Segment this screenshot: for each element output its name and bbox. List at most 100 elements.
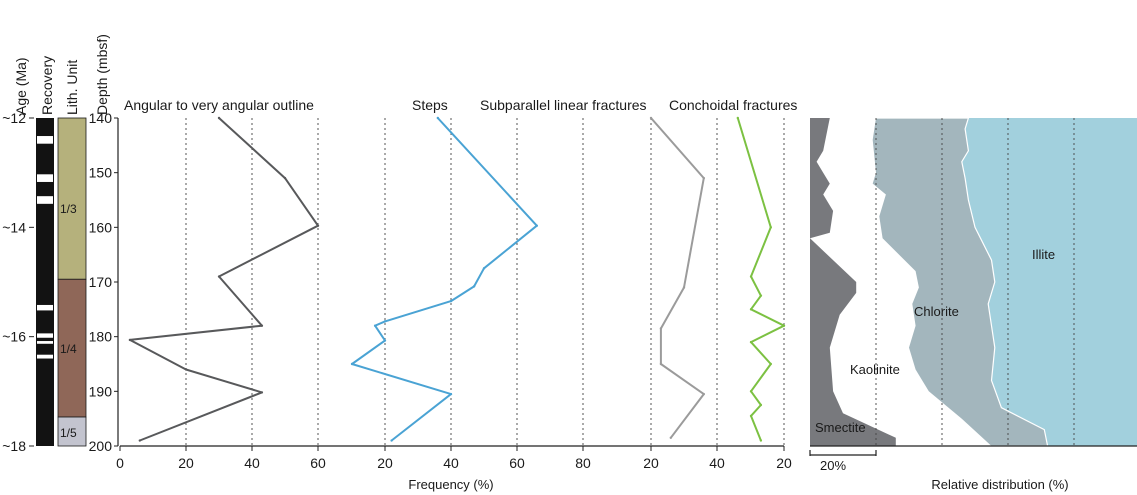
area-kaolinite xyxy=(810,118,992,446)
age-header: Age (Ma) xyxy=(13,57,29,115)
panel-0-tick-label-3: 60 xyxy=(310,455,326,471)
clay-label-kaolinite: Kaolinite xyxy=(850,362,900,377)
depth-tick-label-1: 150 xyxy=(89,165,113,181)
depth-tick-label-6: 200 xyxy=(89,438,113,454)
recovery-column xyxy=(36,118,54,446)
panel-1-point-2 xyxy=(482,267,486,270)
panel-3-point-9 xyxy=(759,403,763,407)
panel-2-point-6 xyxy=(669,436,672,439)
panel-title-steps: Steps xyxy=(412,97,448,113)
panel-0-point-4 xyxy=(260,324,264,327)
panel-3-point-10 xyxy=(749,414,753,418)
panel-title-subparallel: Subparallel linear fractures xyxy=(480,97,647,113)
panel-title-angular: Angular to very angular outline xyxy=(124,97,314,113)
recovery-header: Recovery xyxy=(39,56,55,115)
panel-3-point-11 xyxy=(759,439,763,442)
panel-0-point-5 xyxy=(128,338,132,342)
depth-tick-label-2: 160 xyxy=(89,219,113,235)
clay-label-smectite: Smectite xyxy=(815,420,866,435)
panel-1-point-10 xyxy=(390,439,393,442)
clay-label-chlorite: Chlorite xyxy=(914,304,959,319)
panel-0-point-8 xyxy=(138,439,141,442)
panel-0-tick-label-1: 20 xyxy=(178,455,194,471)
clay-label-illite: Illite xyxy=(1032,247,1055,262)
panel-3-point-1 xyxy=(769,226,772,229)
panel-1-point-5 xyxy=(383,320,387,323)
x-axis-label-relative: Relative distribution (%) xyxy=(931,477,1068,492)
panel-2-point-2 xyxy=(682,286,686,289)
panel-1-series-line xyxy=(351,117,538,442)
age-tick-label-3: ~18 xyxy=(2,438,26,454)
panel-2-point-0 xyxy=(649,116,653,120)
panel-1-point-6 xyxy=(373,324,377,327)
panel-3-point-8 xyxy=(749,390,753,393)
recovery-gap-6 xyxy=(37,354,53,359)
panel-3-point-4 xyxy=(749,308,753,311)
recovery-gap-0 xyxy=(37,136,53,144)
panel-1-tick-label-3: 80 xyxy=(575,455,591,471)
clay-mineral-area-chart xyxy=(809,117,1137,447)
panel-3-point-3 xyxy=(759,294,763,297)
depth-tick-label-3: 170 xyxy=(89,274,113,290)
recovery-gap-5 xyxy=(37,341,53,344)
panel-3-tick-label-0: 20 xyxy=(776,455,792,471)
panel-3-point-2 xyxy=(749,275,753,278)
panel-1-point-0 xyxy=(436,116,439,120)
lith-unit-0 xyxy=(57,117,87,280)
depth-tick-label-5: 190 xyxy=(89,383,113,399)
panel-3-point-5 xyxy=(782,324,786,327)
lith-unit-2 xyxy=(57,416,87,447)
panel-3-point-6 xyxy=(749,340,753,344)
panel-2-series-line xyxy=(650,117,705,439)
depth-tick-label-0: 140 xyxy=(89,110,113,126)
lith-unit-label-1-4: 1/4 xyxy=(60,342,77,356)
panel-3-point-7 xyxy=(769,362,772,366)
lith-unit-label-1-3: 1/3 xyxy=(60,202,77,216)
panel-0-series-line xyxy=(128,117,319,442)
panel-2-point-3 xyxy=(659,327,663,330)
panel-0-point-6 xyxy=(184,368,188,371)
depth-header: Depth (mbsf) xyxy=(94,34,110,115)
area-smectite xyxy=(810,118,896,446)
panel-2-point-1 xyxy=(702,176,705,180)
panel-0-point-7 xyxy=(260,391,264,394)
recovery-gap-1 xyxy=(37,174,53,182)
recovery-gap-4 xyxy=(37,333,53,338)
panel-3-series-line xyxy=(736,117,785,441)
panel-0-point-3 xyxy=(217,275,221,278)
age-tick-label-0: ~12 xyxy=(2,110,26,126)
panel-0-point-1 xyxy=(283,176,287,180)
stratigraphy-columns xyxy=(36,117,87,447)
panel-1-point-7 xyxy=(383,339,387,342)
panel-1-tick-label-1: 40 xyxy=(443,455,459,471)
scale-bar-label: 20% xyxy=(820,458,846,473)
panel-2-tick-label-0: 20 xyxy=(643,455,659,471)
panel-title-conchoidal: Conchoidal fractures xyxy=(669,97,797,113)
lith-unit-label-1-5: 1/5 xyxy=(60,426,77,440)
panel-0-point-2 xyxy=(316,224,320,227)
panel-1-point-4 xyxy=(449,299,453,303)
depth-tick-label-4: 180 xyxy=(89,329,113,345)
age-tick-label-1: ~14 xyxy=(2,219,26,235)
lith-unit-1 xyxy=(57,278,87,418)
panel-1-point-8 xyxy=(350,362,354,366)
panel-1-point-9 xyxy=(449,392,453,396)
panel-2-point-5 xyxy=(702,392,705,396)
panel-1-tick-label-2: 60 xyxy=(509,455,525,471)
panel-2-tick-label-1: 40 xyxy=(709,455,725,471)
recovery-gap-3 xyxy=(37,304,53,311)
age-tick-label-2: ~16 xyxy=(2,329,26,345)
panel-0-tick-label-2: 40 xyxy=(244,455,260,471)
panel-1-tick-label-0: 20 xyxy=(377,455,393,471)
panel-2-point-4 xyxy=(659,362,663,366)
panel-0-tick-label-0: 0 xyxy=(116,455,124,471)
panel-3-point-0 xyxy=(736,116,739,120)
panel-1-point-1 xyxy=(535,224,538,227)
frequency-lines xyxy=(128,116,786,442)
recovery-gap-2 xyxy=(37,196,53,204)
panel-1-point-3 xyxy=(472,285,476,288)
x-axis-label-frequency: Frequency (%) xyxy=(408,477,493,492)
lith-unit-header: Lith. Unit xyxy=(64,60,80,115)
